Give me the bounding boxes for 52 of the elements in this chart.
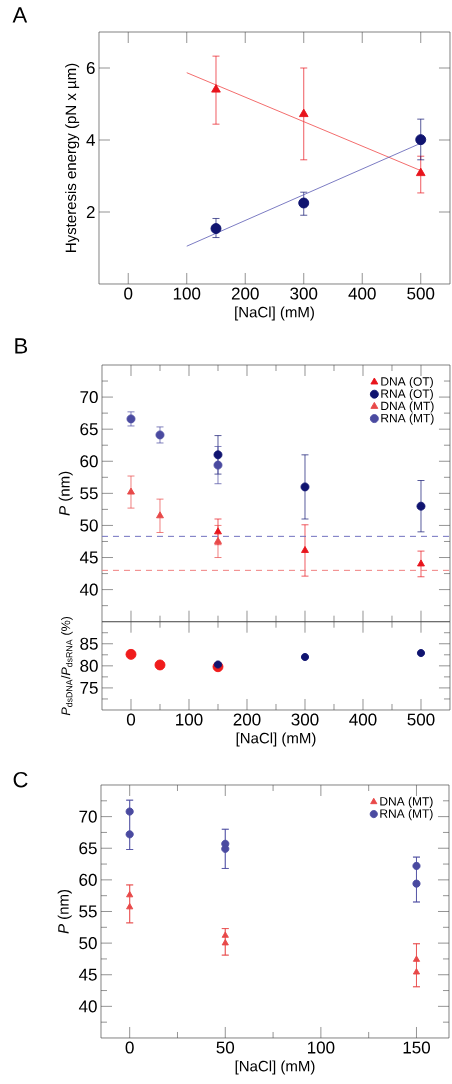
x-tick-label: 100: [308, 1041, 335, 1054]
chart-title: C: [13, 771, 28, 788]
x-tick-label: 100: [173, 287, 201, 300]
x-axis-title: [NaCl] (mM): [235, 1060, 315, 1075]
x-tick-label: 50: [216, 1041, 235, 1054]
y-tick-label: 75: [80, 681, 98, 694]
x-tick-label: 0: [125, 1041, 134, 1054]
y-tick-label: 80: [80, 659, 98, 672]
legend-label: RNA (MT): [380, 808, 433, 821]
y-tick-label: 65: [79, 842, 97, 855]
x-tick-label: 300: [290, 287, 318, 300]
x-tick-label: 400: [348, 287, 376, 300]
y-tick-label: 70: [80, 391, 98, 404]
x-axis-title: [NaCl] (mM): [236, 732, 316, 747]
y-tick-label: 65: [80, 423, 98, 436]
y-tick-label: 50: [79, 937, 97, 950]
y-tick-label: 6: [86, 61, 95, 75]
x-tick-label: 500: [407, 287, 435, 300]
y-axis-title: Hysteresis energy (pN x µm): [65, 63, 80, 252]
y-tick-label: 55: [80, 487, 98, 500]
x-tick-label: 0: [124, 287, 133, 300]
chart-title: A: [12, 7, 28, 23]
y-axis-title: P (nm): [57, 889, 72, 934]
legend-label: RNA (MT): [381, 413, 434, 425]
y-tick-label: 60: [79, 873, 97, 886]
y-tick-label: 50: [80, 519, 98, 532]
y-tick-label: 45: [78, 968, 97, 981]
x-tick-label: 0: [126, 713, 136, 726]
legend-label: DNA (OT): [381, 376, 433, 389]
y-tick-label: 55: [79, 905, 97, 918]
x-axis-title: [NaCl] (mM): [235, 306, 314, 321]
y-tick-label: 45: [79, 551, 98, 564]
x-tick-label: 300: [291, 713, 319, 726]
y-axis-title: P$_{dsDNA}$/P$_{dsRNA}$ (%): [61, 616, 73, 716]
x-tick-label: 500: [407, 713, 435, 726]
legend-label: DNA (MT): [380, 796, 433, 808]
x-tick-label: 400: [349, 713, 377, 726]
y-tick-label: 4: [86, 134, 95, 146]
y-tick-label: 70: [79, 810, 97, 823]
y-axis-title: P (nm): [58, 471, 73, 516]
chart-title: B: [15, 338, 28, 354]
y-tick-label: 40: [79, 583, 98, 596]
x-tick-label: 200: [231, 287, 259, 300]
y-tick-label: 60: [80, 455, 98, 468]
y-tick-label: 2: [86, 206, 95, 218]
y-tick-label: 40: [78, 1000, 97, 1013]
x-tick-label: 200: [233, 713, 261, 726]
legend-label: RNA (OT): [381, 389, 433, 401]
legend-label: DNA (MT): [381, 401, 434, 413]
x-tick-label: 100: [176, 713, 203, 726]
x-tick-label: 150: [403, 1041, 430, 1054]
y-tick-label: 85: [80, 637, 98, 650]
